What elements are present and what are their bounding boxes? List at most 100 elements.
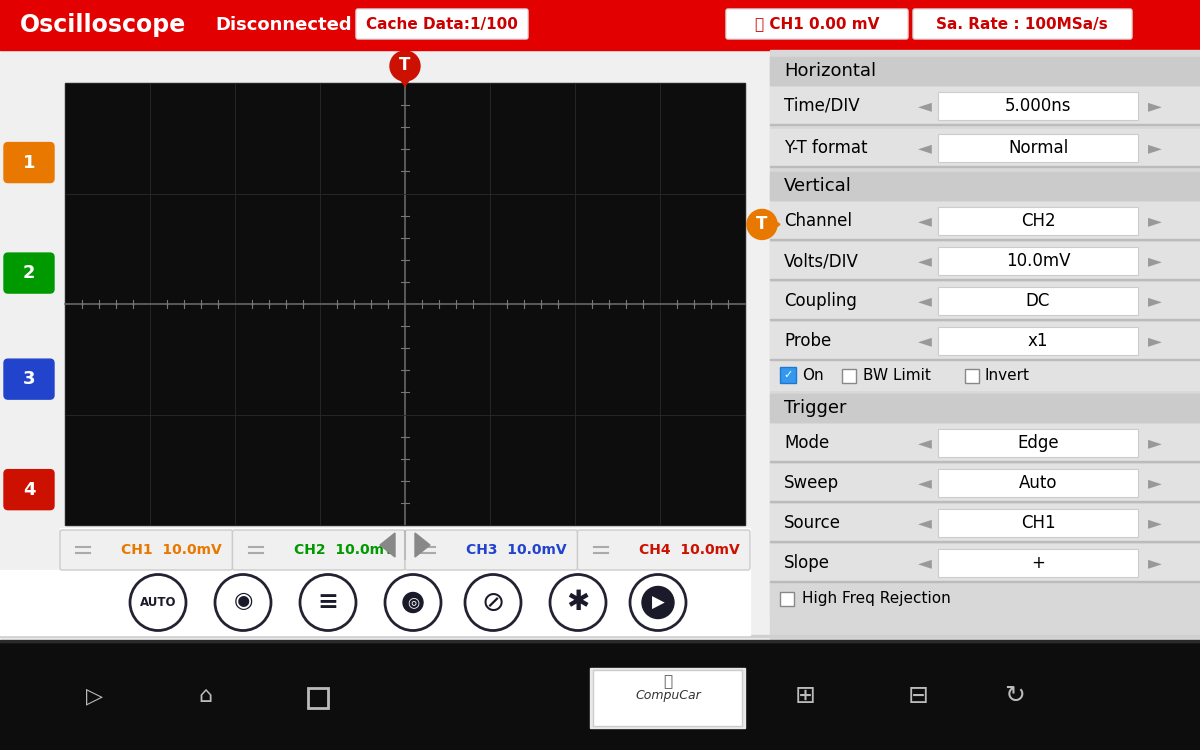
FancyBboxPatch shape <box>4 359 54 399</box>
Bar <box>938 247 1138 275</box>
Text: Sa. Rate : 100MSa/s: Sa. Rate : 100MSa/s <box>936 16 1108 32</box>
Bar <box>780 367 796 383</box>
Text: ⑂ CH1 0.00 mV: ⑂ CH1 0.00 mV <box>755 16 880 32</box>
Bar <box>770 581 1200 582</box>
FancyBboxPatch shape <box>356 9 528 39</box>
Text: ◎: ◎ <box>407 596 419 610</box>
Circle shape <box>642 586 674 619</box>
Bar <box>770 582 1200 614</box>
Text: Source: Source <box>784 514 841 532</box>
Bar <box>938 92 1138 120</box>
Text: ▶: ▶ <box>652 593 665 611</box>
Text: Slope: Slope <box>784 554 830 572</box>
Bar <box>938 509 1138 537</box>
Text: ◄: ◄ <box>918 292 932 310</box>
Text: ◄: ◄ <box>918 212 932 230</box>
Text: ►: ► <box>1148 474 1162 492</box>
Bar <box>0 642 1200 750</box>
Text: CH4  10.0mV: CH4 10.0mV <box>638 543 739 557</box>
Bar <box>938 429 1138 457</box>
Text: CH2  10.0mV: CH2 10.0mV <box>294 543 395 557</box>
Bar <box>770 50 1200 700</box>
Text: ►: ► <box>1148 434 1162 452</box>
Text: Channel: Channel <box>784 212 852 230</box>
Text: ◉: ◉ <box>233 590 253 610</box>
Text: High Freq Rejection: High Freq Rejection <box>802 590 950 605</box>
Polygon shape <box>415 533 430 557</box>
Bar <box>938 549 1138 577</box>
Bar <box>770 57 1200 85</box>
Text: ◄: ◄ <box>918 252 932 270</box>
Text: Normal: Normal <box>1008 139 1068 157</box>
FancyBboxPatch shape <box>4 253 54 293</box>
Text: ⊞: ⊞ <box>794 684 816 708</box>
FancyBboxPatch shape <box>233 530 406 570</box>
Bar <box>770 360 1200 390</box>
Bar <box>965 369 979 383</box>
Bar <box>593 670 742 726</box>
Text: ⊟: ⊟ <box>907 684 929 708</box>
Bar <box>0 50 1200 700</box>
Bar <box>770 202 1200 240</box>
Text: ◄: ◄ <box>918 97 932 115</box>
Text: +: + <box>1031 554 1045 572</box>
Text: Edge: Edge <box>1018 434 1058 452</box>
Circle shape <box>130 574 186 631</box>
Text: On: On <box>802 368 823 382</box>
Circle shape <box>466 574 521 631</box>
Bar <box>60 528 750 570</box>
Circle shape <box>746 209 778 239</box>
Text: ✓: ✓ <box>784 370 793 380</box>
Text: Sweep: Sweep <box>784 474 839 492</box>
Circle shape <box>385 574 442 631</box>
Text: Horizontal: Horizontal <box>784 62 876 80</box>
Text: ⊘: ⊘ <box>481 589 505 616</box>
Text: Volts/DIV: Volts/DIV <box>784 252 859 270</box>
Text: Mode: Mode <box>784 434 829 452</box>
FancyBboxPatch shape <box>4 470 54 510</box>
Text: 5.000ns: 5.000ns <box>1004 97 1072 115</box>
Bar <box>938 327 1138 355</box>
Text: Coupling: Coupling <box>784 292 857 310</box>
Bar <box>770 394 1200 422</box>
FancyBboxPatch shape <box>726 9 908 39</box>
Bar <box>770 279 1200 280</box>
Bar <box>0 570 750 635</box>
Bar <box>770 461 1200 462</box>
Circle shape <box>300 574 356 631</box>
Text: ►: ► <box>1148 212 1162 230</box>
Text: Invert: Invert <box>985 368 1030 382</box>
Bar <box>770 239 1200 240</box>
Bar <box>780 592 794 606</box>
Text: 1: 1 <box>23 154 35 172</box>
Text: AUTO: AUTO <box>139 596 176 609</box>
Text: Auto: Auto <box>1019 474 1057 492</box>
Text: ◄: ◄ <box>918 514 932 532</box>
Text: 10.0mV: 10.0mV <box>1006 252 1070 270</box>
Text: ◄: ◄ <box>918 434 932 452</box>
Text: Trigger: Trigger <box>784 399 846 417</box>
Text: DC: DC <box>1026 292 1050 310</box>
Text: T: T <box>756 215 768 233</box>
Text: ⌂: ⌂ <box>198 686 212 706</box>
Bar <box>938 207 1138 235</box>
Text: ✱: ✱ <box>566 589 589 616</box>
Text: 🚗: 🚗 <box>664 674 672 689</box>
Text: ►: ► <box>1148 252 1162 270</box>
Bar <box>308 688 328 708</box>
Bar <box>770 319 1200 320</box>
Text: ►: ► <box>1148 97 1162 115</box>
Bar <box>770 544 1200 582</box>
Bar <box>770 282 1200 320</box>
Bar <box>770 359 1200 360</box>
Bar <box>938 287 1138 315</box>
Text: CH1  10.0mV: CH1 10.0mV <box>121 543 222 557</box>
Text: Y-T format: Y-T format <box>784 139 868 157</box>
Text: CH2: CH2 <box>1021 212 1055 230</box>
Text: ▷: ▷ <box>86 686 103 706</box>
Text: CH3  10.0mV: CH3 10.0mV <box>467 543 566 557</box>
Bar <box>0 0 1200 50</box>
Bar <box>842 369 856 383</box>
Bar <box>770 501 1200 502</box>
Text: Vertical: Vertical <box>784 177 852 195</box>
